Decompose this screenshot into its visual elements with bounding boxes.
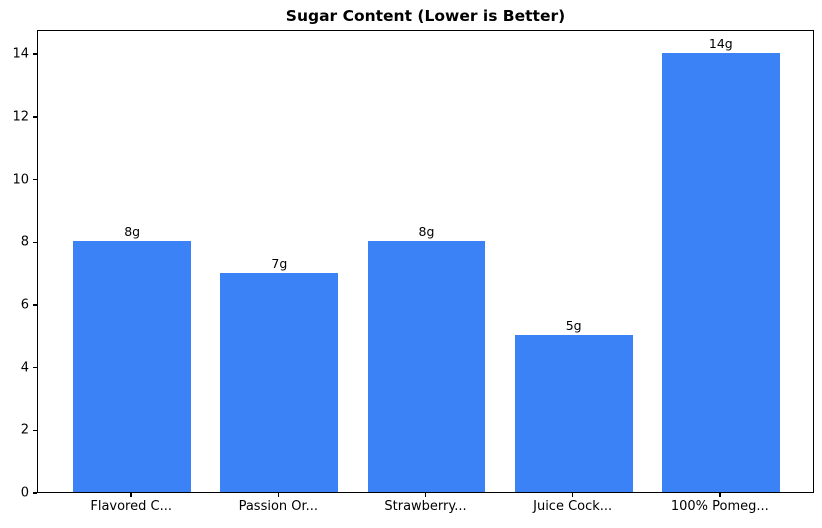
x-tick-mark	[130, 493, 132, 497]
x-category-label: Passion Or...	[238, 499, 319, 514]
y-tick-label: 6	[20, 297, 29, 313]
y-tick-mark	[33, 492, 37, 494]
bar-value-label: 8g	[418, 224, 435, 240]
y-tick-label: 10	[12, 172, 29, 188]
bar	[514, 335, 633, 492]
x-category-label: Flavored C...	[90, 499, 172, 514]
bar	[220, 272, 339, 492]
bar-value-label: 5g	[565, 318, 582, 334]
y-tick-label: 0	[20, 485, 29, 501]
y-tick-label: 8	[20, 234, 29, 250]
y-tick-mark	[33, 53, 37, 55]
y-tick-label: 12	[12, 109, 29, 125]
bar-value-label: 8g	[124, 224, 141, 240]
y-tick-mark	[33, 178, 37, 181]
y-tick-mark	[33, 241, 37, 243]
y-tick-mark	[33, 429, 37, 431]
y-tick-label: 4	[20, 360, 29, 376]
bar	[73, 241, 192, 492]
y-tick-mark	[33, 116, 37, 118]
bar-value-label: 7g	[271, 255, 288, 271]
x-tick-mark	[719, 493, 721, 497]
x-tick-mark	[571, 493, 574, 497]
plot-area: 8g 7g 8g 5g 14g	[37, 30, 814, 493]
y-tick-label: 14	[12, 46, 29, 62]
bar-value-label: 14g	[708, 36, 733, 52]
x-category-label: 100% Pomeg...	[670, 499, 769, 514]
y-tick-label: 2	[20, 422, 29, 438]
x-category-label: Strawberry...	[384, 499, 467, 514]
y-tick-mark	[33, 366, 37, 369]
chart-title: Sugar Content (Lower is Better)	[285, 7, 566, 25]
bar	[661, 53, 780, 492]
bar	[367, 241, 486, 492]
x-tick-mark	[277, 493, 280, 497]
x-category-label: Juice Cock...	[533, 499, 613, 514]
y-tick-mark	[33, 304, 37, 306]
x-tick-mark	[424, 493, 427, 497]
